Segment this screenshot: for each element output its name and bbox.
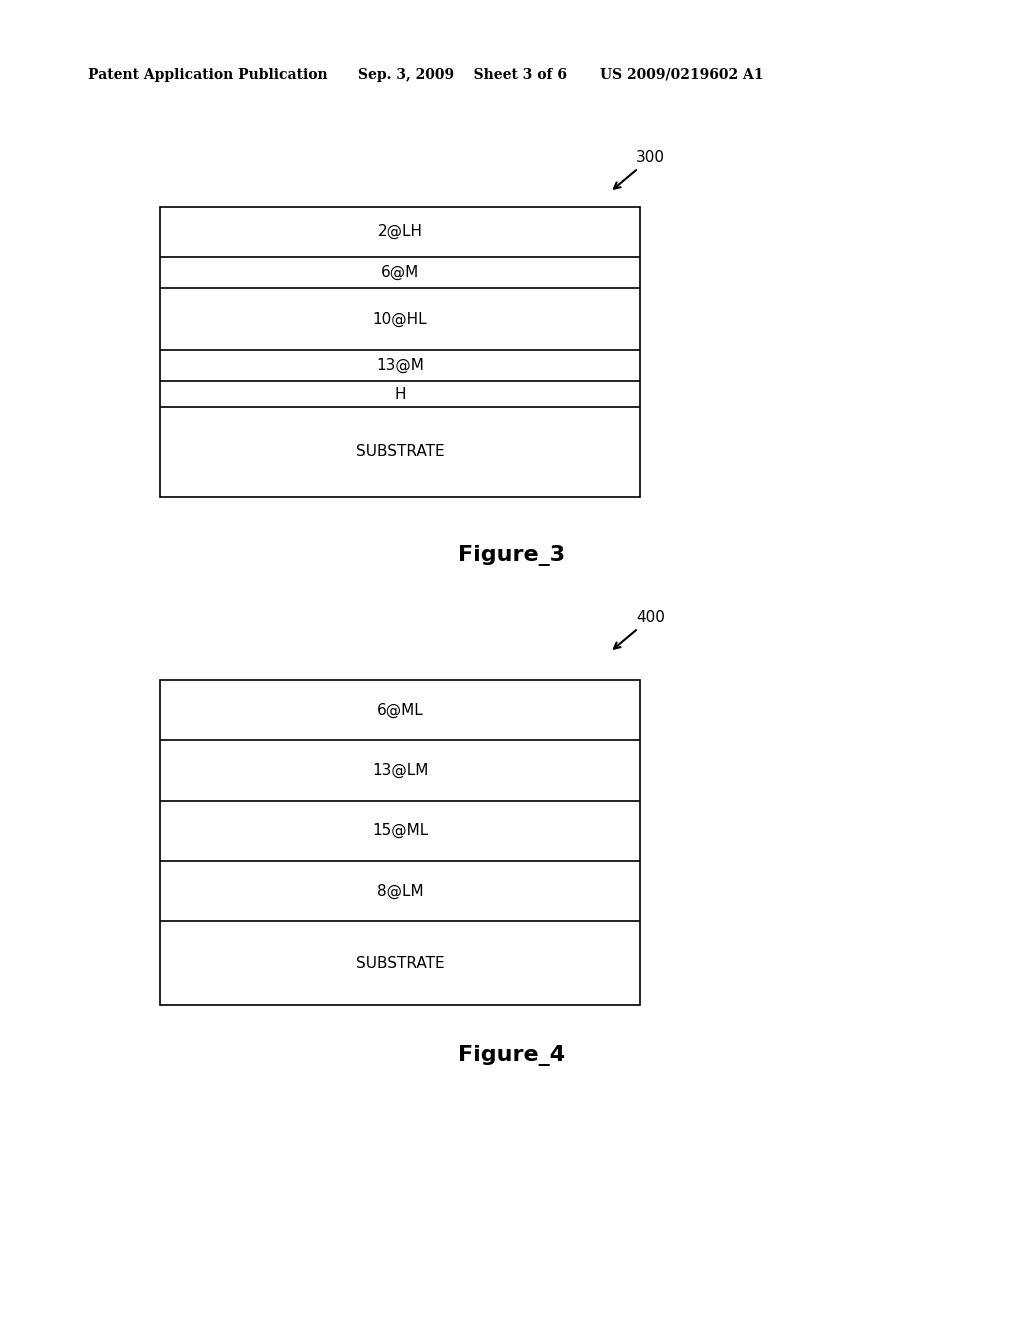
Bar bbox=[160, 207, 640, 498]
Text: 6@M: 6@M bbox=[381, 265, 419, 280]
Text: H: H bbox=[394, 387, 406, 401]
Text: 400: 400 bbox=[614, 610, 665, 648]
Text: SUBSTRATE: SUBSTRATE bbox=[355, 445, 444, 459]
Text: SUBSTRATE: SUBSTRATE bbox=[355, 956, 444, 970]
Bar bbox=[160, 680, 640, 1005]
Text: 8@LM: 8@LM bbox=[377, 883, 423, 899]
Text: US 2009/0219602 A1: US 2009/0219602 A1 bbox=[600, 69, 764, 82]
Text: Sep. 3, 2009    Sheet 3 of 6: Sep. 3, 2009 Sheet 3 of 6 bbox=[358, 69, 567, 82]
Text: 6@ML: 6@ML bbox=[377, 702, 423, 718]
Text: 13@M: 13@M bbox=[376, 358, 424, 374]
Text: 300: 300 bbox=[614, 150, 665, 189]
Text: 10@HL: 10@HL bbox=[373, 312, 427, 326]
Text: Figure_4: Figure_4 bbox=[459, 1045, 565, 1067]
Text: Figure_3: Figure_3 bbox=[459, 545, 565, 566]
Text: Patent Application Publication: Patent Application Publication bbox=[88, 69, 328, 82]
Text: 2@LH: 2@LH bbox=[378, 224, 423, 239]
Text: 13@LM: 13@LM bbox=[372, 763, 428, 777]
Text: 15@ML: 15@ML bbox=[372, 824, 428, 838]
